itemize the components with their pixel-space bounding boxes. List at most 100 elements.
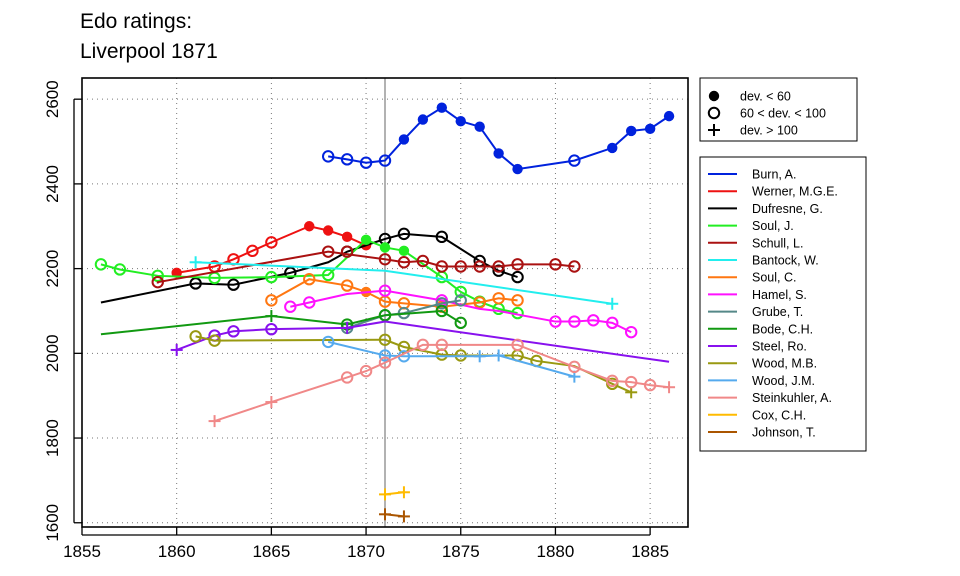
data-point xyxy=(568,154,581,167)
series-wood-j-m xyxy=(321,335,581,383)
data-point xyxy=(208,334,221,347)
series-line xyxy=(290,289,632,334)
series-burn-a xyxy=(321,102,675,175)
x-tick-label: 1870 xyxy=(347,542,385,561)
data-point xyxy=(643,378,657,392)
series-line xyxy=(156,250,575,284)
x-tick-label: 1880 xyxy=(537,542,575,561)
data-point xyxy=(321,150,335,163)
y-tick-label: 1800 xyxy=(43,419,62,457)
data-point xyxy=(151,269,164,283)
data-point xyxy=(474,121,485,132)
y-tick-label: 2000 xyxy=(43,334,62,372)
data-point xyxy=(397,256,411,269)
series-hamel-s xyxy=(284,284,638,339)
data-point xyxy=(341,321,354,334)
series-layer xyxy=(94,102,676,523)
data-point xyxy=(379,242,391,253)
legend-entry-label: Wood, J.M. xyxy=(752,374,815,388)
marker-legend-box xyxy=(699,77,858,142)
data-point xyxy=(303,296,316,309)
marker-legend: dev. < 60 60 < dev. < 100 dev. > 100 xyxy=(699,77,858,142)
data-point xyxy=(378,356,392,369)
data-point xyxy=(568,360,581,374)
series-schull-l xyxy=(151,245,581,289)
data-point xyxy=(265,396,278,409)
data-point xyxy=(227,278,240,291)
data-point xyxy=(360,234,372,246)
data-point xyxy=(435,304,449,318)
data-point xyxy=(435,338,449,352)
x-tick-label: 1860 xyxy=(158,542,196,561)
plot-frame xyxy=(81,77,689,528)
data-point xyxy=(397,227,411,241)
legend-entry-label: Soul, J. xyxy=(752,219,794,233)
legend-entry-label: Schull, L. xyxy=(752,236,803,250)
data-point xyxy=(587,314,600,327)
data-point xyxy=(397,510,410,523)
series-bantock-w xyxy=(189,256,619,310)
data-point xyxy=(340,279,354,292)
data-point xyxy=(113,263,127,276)
data-point xyxy=(512,163,523,175)
data-point xyxy=(511,258,524,271)
data-point xyxy=(473,260,486,273)
data-point xyxy=(435,297,449,310)
chart-title: Edo ratings: xyxy=(80,10,193,33)
data-point xyxy=(397,486,410,499)
data-point xyxy=(549,315,562,328)
y-tick-label: 2200 xyxy=(43,250,62,288)
data-point xyxy=(454,260,467,273)
data-point xyxy=(265,294,278,307)
series-line xyxy=(100,238,518,315)
data-point xyxy=(378,309,392,322)
data-point xyxy=(284,300,297,313)
data-point xyxy=(416,254,430,268)
data-point xyxy=(378,333,392,346)
data-point xyxy=(303,273,316,286)
data-point xyxy=(321,335,335,349)
legend-entry-label: Johnson, T. xyxy=(752,426,816,440)
data-point xyxy=(455,116,466,127)
series-bode-c-h xyxy=(100,304,467,336)
legend-marker-plus xyxy=(708,124,720,136)
data-point xyxy=(265,236,278,249)
legend-entry-label: Wood, M.B. xyxy=(752,357,817,371)
data-point xyxy=(624,375,638,389)
data-point xyxy=(511,294,524,307)
data-point xyxy=(340,371,354,384)
data-point xyxy=(454,294,467,307)
series-soul-j xyxy=(94,234,524,320)
data-point xyxy=(189,277,202,290)
data-point xyxy=(378,284,392,297)
data-point xyxy=(606,297,619,310)
data-point xyxy=(473,296,486,309)
x-tick-label: 1865 xyxy=(252,542,290,561)
series-line xyxy=(214,343,670,423)
data-point xyxy=(378,154,392,167)
data-point xyxy=(625,125,637,137)
data-point xyxy=(246,244,259,258)
data-point xyxy=(492,292,505,305)
data-point xyxy=(151,275,164,289)
series-line xyxy=(195,261,613,305)
axes: 1855 1860 1865 1870 1875 1880 1885 1600 1800 2000… xyxy=(43,80,669,561)
series-steinkuhler-a xyxy=(208,338,676,428)
data-point xyxy=(398,245,410,257)
data-point xyxy=(227,325,240,338)
marker-legend-label: dev. < 60 xyxy=(740,90,791,104)
marker-legend-label: 60 < dev. < 100 xyxy=(740,107,826,121)
data-point xyxy=(378,253,392,266)
data-point xyxy=(284,266,297,280)
series-line xyxy=(328,106,670,171)
data-point xyxy=(492,349,505,362)
data-point xyxy=(189,330,202,343)
series-cox-c-h xyxy=(379,486,410,501)
data-point xyxy=(624,325,638,339)
data-point xyxy=(549,258,562,271)
data-point xyxy=(493,148,504,159)
data-point xyxy=(359,156,373,169)
legend-entry-label: Dufresne, G. xyxy=(752,202,823,216)
data-point xyxy=(435,260,449,273)
legend-marker-dot xyxy=(708,90,720,102)
